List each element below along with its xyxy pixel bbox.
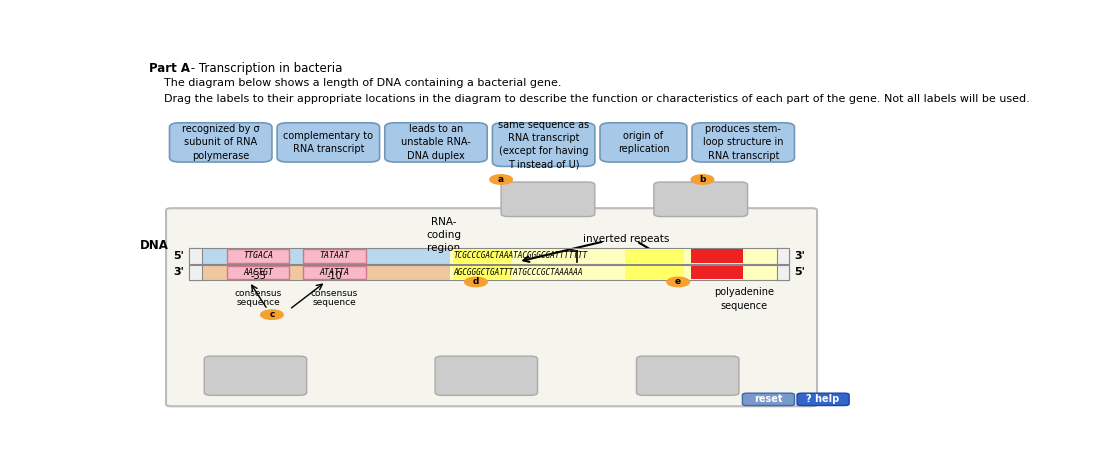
Text: complementary to
RNA transcript: complementary to RNA transcript <box>283 131 373 154</box>
Bar <box>691 266 744 279</box>
Bar <box>777 248 790 264</box>
Bar <box>189 248 790 264</box>
FancyBboxPatch shape <box>636 356 739 396</box>
FancyBboxPatch shape <box>797 393 849 405</box>
Text: The diagram below shows a length of DNA containing a bacterial gene.: The diagram below shows a length of DNA … <box>165 78 562 88</box>
Text: -10: -10 <box>327 271 343 281</box>
Text: consensus: consensus <box>311 289 358 298</box>
Bar <box>226 266 289 279</box>
FancyBboxPatch shape <box>169 123 272 162</box>
FancyBboxPatch shape <box>277 123 380 162</box>
Text: Drag the labels to their appropriate locations in the diagram to describe the fu: Drag the labels to their appropriate loc… <box>165 94 1030 104</box>
Text: sequence: sequence <box>312 298 356 307</box>
Bar <box>226 249 289 263</box>
Text: 5': 5' <box>174 251 185 261</box>
Circle shape <box>465 277 487 287</box>
Text: b: b <box>699 175 706 184</box>
FancyBboxPatch shape <box>204 356 307 396</box>
Bar <box>450 248 777 264</box>
FancyBboxPatch shape <box>435 356 538 396</box>
Bar <box>625 266 684 279</box>
Text: ? help: ? help <box>806 395 840 405</box>
Text: TATAAT: TATAAT <box>319 252 349 261</box>
Bar <box>454 266 512 279</box>
Bar <box>691 249 744 263</box>
Text: ATATTA: ATATTA <box>319 268 349 277</box>
Circle shape <box>666 277 690 287</box>
Text: leads to an
unstable RNA-
DNA duplex: leads to an unstable RNA- DNA duplex <box>401 124 470 160</box>
Circle shape <box>489 175 512 184</box>
Text: -35: -35 <box>250 271 265 281</box>
Text: a: a <box>498 175 504 184</box>
Text: inverted repeats: inverted repeats <box>582 234 670 244</box>
Text: 5': 5' <box>794 267 805 278</box>
Bar <box>454 249 512 263</box>
Text: consensus: consensus <box>234 289 281 298</box>
Text: d: d <box>473 278 479 287</box>
Text: TCGCCCGACTAAATACGGGCGATTTTTTT: TCGCCCGACTAAATACGGGCGATTTTTTT <box>454 252 588 261</box>
FancyBboxPatch shape <box>385 123 487 162</box>
Bar <box>777 264 790 280</box>
FancyBboxPatch shape <box>493 123 595 167</box>
FancyBboxPatch shape <box>166 208 818 406</box>
Text: origin of
replication: origin of replication <box>617 131 670 154</box>
Bar <box>189 264 790 280</box>
Text: recognized by σ
subunit of RNA
polymerase: recognized by σ subunit of RNA polymeras… <box>181 124 260 160</box>
Text: RNA-
coding
region: RNA- coding region <box>427 217 461 253</box>
Bar <box>625 249 684 263</box>
FancyBboxPatch shape <box>600 123 687 162</box>
Text: e: e <box>675 278 681 287</box>
Text: Part A: Part A <box>149 62 189 75</box>
Text: 3': 3' <box>174 267 185 278</box>
Text: AACTGT: AACTGT <box>243 268 273 277</box>
Bar <box>189 264 202 280</box>
Bar <box>304 249 365 263</box>
Bar <box>450 264 777 280</box>
Text: - Transcription in bacteria: - Transcription in bacteria <box>187 62 343 75</box>
FancyBboxPatch shape <box>692 123 794 162</box>
FancyBboxPatch shape <box>654 182 747 217</box>
Text: produces stem-
loop structure in
RNA transcript: produces stem- loop structure in RNA tra… <box>703 124 784 160</box>
Text: same sequence as
RNA transcript
(except for having
T instead of U): same sequence as RNA transcript (except … <box>498 120 589 169</box>
Bar <box>304 266 365 279</box>
Circle shape <box>261 310 283 320</box>
Text: sequence: sequence <box>236 298 280 307</box>
Circle shape <box>691 175 713 184</box>
Text: polyadenine
sequence: polyadenine sequence <box>715 287 774 311</box>
Text: DNA: DNA <box>140 239 169 252</box>
Text: TTGACA: TTGACA <box>243 252 273 261</box>
Text: 3': 3' <box>794 251 805 261</box>
Text: reset: reset <box>754 395 783 405</box>
Text: AGCGGGCTGATTTATGCCCGCTAAAAAA: AGCGGGCTGATTTATGCCCGCTAAAAAA <box>454 268 582 277</box>
Text: c: c <box>269 310 274 319</box>
FancyBboxPatch shape <box>743 393 794 405</box>
FancyBboxPatch shape <box>501 182 595 217</box>
Bar <box>189 264 450 280</box>
Bar <box>189 248 450 264</box>
Bar <box>189 248 202 264</box>
